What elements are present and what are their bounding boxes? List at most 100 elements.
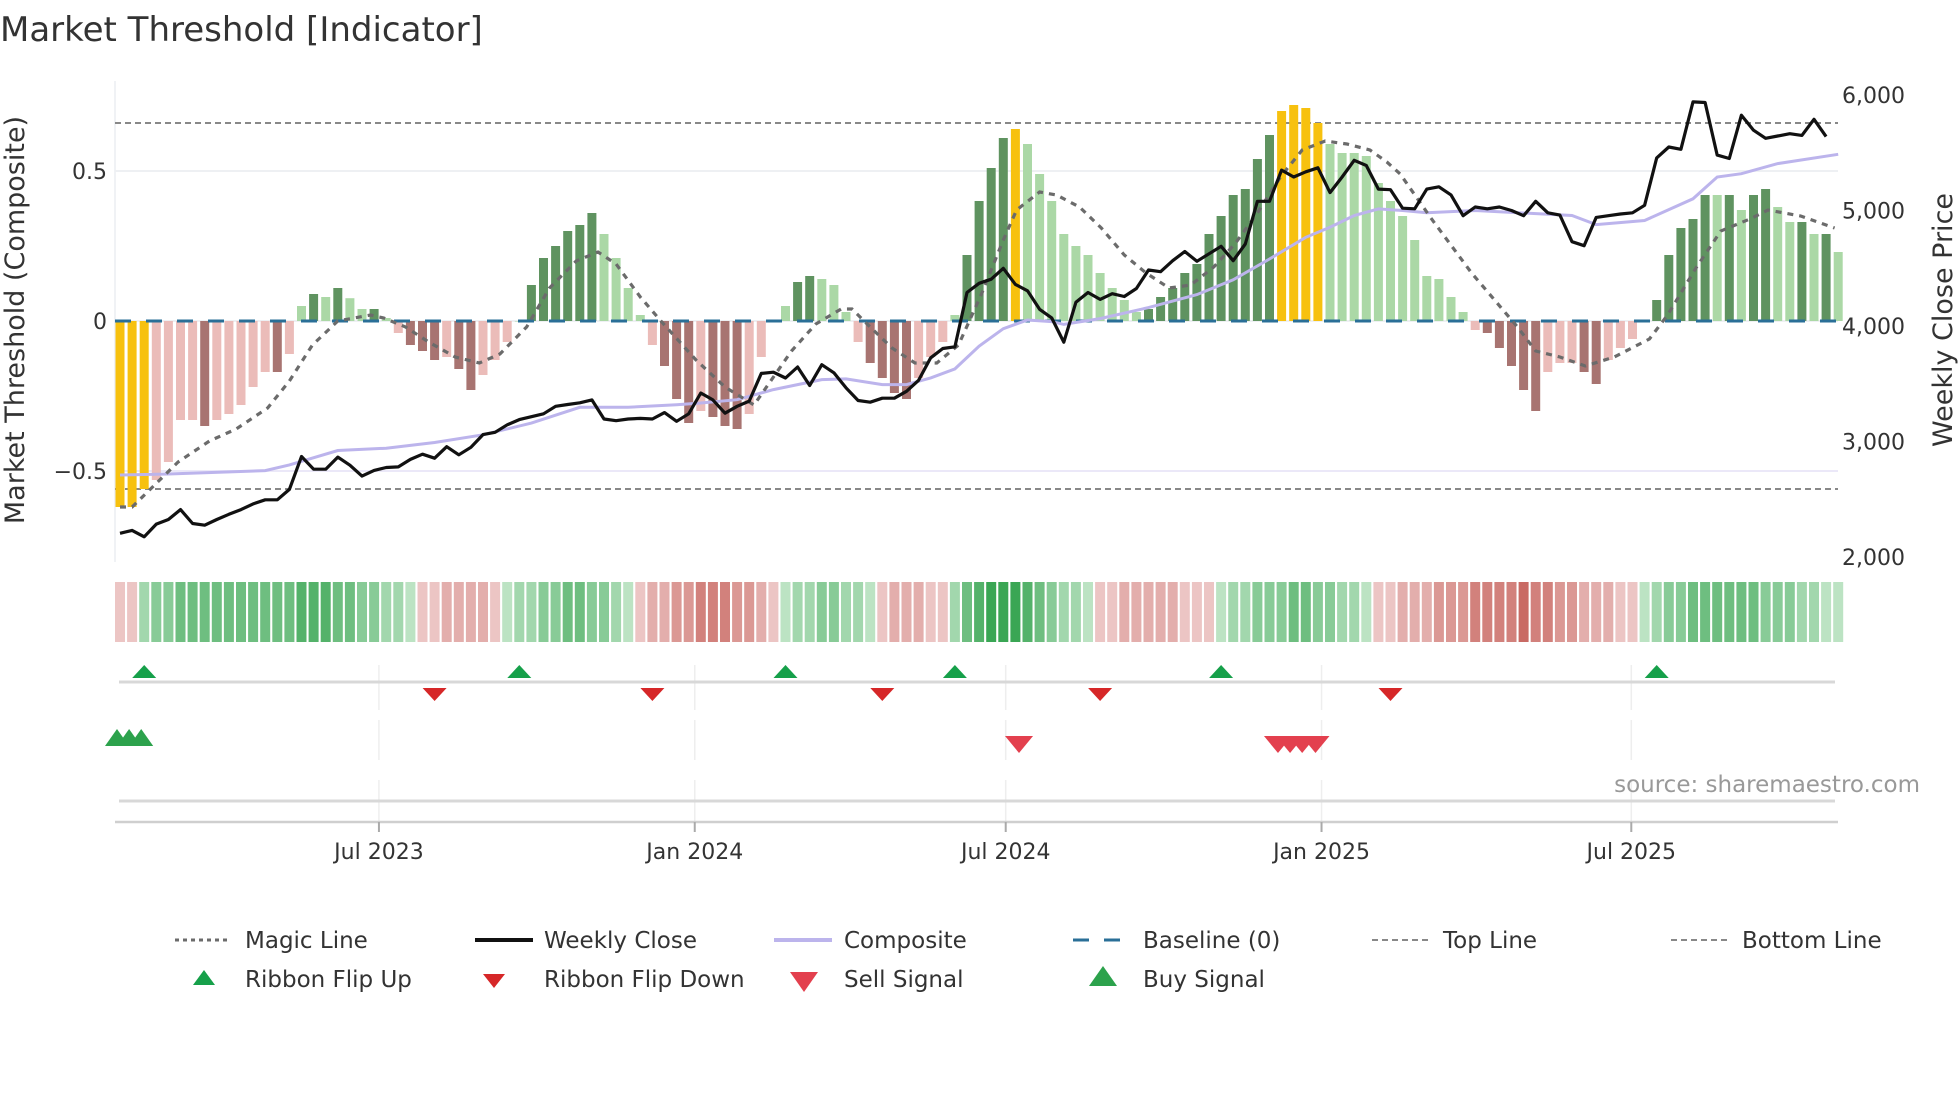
triangle-up-icon xyxy=(1089,966,1117,986)
ribbon-cell xyxy=(417,582,428,642)
composite-bar xyxy=(1337,153,1347,321)
ribbon-cell xyxy=(720,582,730,642)
composite-bar xyxy=(1156,297,1166,321)
composite-bar xyxy=(1749,195,1758,321)
ribbon-cell xyxy=(901,582,912,642)
composite-bar xyxy=(1543,321,1553,372)
ribbon-cell xyxy=(284,582,295,642)
composite-bar xyxy=(1023,144,1032,321)
right-tick-label: 3,000 xyxy=(1842,431,1905,456)
ribbon-cell xyxy=(405,582,416,642)
legend-label: Composite xyxy=(844,928,967,954)
ribbon-cell xyxy=(1772,582,1783,642)
composite-bar xyxy=(1410,240,1420,321)
composite-bar xyxy=(357,309,367,321)
legend-item-composite: Composite xyxy=(774,928,967,954)
ribbon-cell xyxy=(272,582,283,642)
composite-bar xyxy=(490,321,500,360)
ribbon-cell xyxy=(1796,582,1807,642)
ribbon-cell xyxy=(223,582,234,642)
composite-bar xyxy=(781,306,790,321)
composite-bar xyxy=(1579,321,1589,372)
ribbon-cell xyxy=(308,582,319,642)
composite-bar xyxy=(272,321,282,372)
legend-item-magic-line: Magic Line xyxy=(175,928,368,954)
legend-label: Baseline (0) xyxy=(1143,928,1280,954)
ribbon-cell xyxy=(1724,582,1735,642)
composite-bar xyxy=(877,321,887,378)
ribbon-cell xyxy=(1264,582,1275,642)
composite-bar xyxy=(1349,153,1359,321)
left-tick-label: −0.5 xyxy=(54,460,107,485)
ribbon-cell xyxy=(526,582,537,642)
right-tick-label: 4,000 xyxy=(1842,315,1905,340)
composite-bar xyxy=(1301,108,1311,321)
composite-bar xyxy=(1313,123,1323,321)
composite-bar xyxy=(176,321,185,420)
ribbon-cell xyxy=(1784,582,1795,642)
composite-bar xyxy=(998,138,1008,321)
composite-bar xyxy=(442,321,452,357)
ribbon-cell xyxy=(1046,582,1057,642)
composite-bar xyxy=(1761,189,1771,321)
ribbon-cell xyxy=(1615,582,1626,642)
x-tick-label: Jul 2025 xyxy=(1585,840,1677,865)
ribbon-cell xyxy=(538,582,549,642)
ribbon-cell xyxy=(139,582,150,642)
ribbon-cell xyxy=(550,582,561,642)
ribbon-cell xyxy=(1603,582,1614,642)
composite-bar xyxy=(539,258,548,321)
ribbon-cell xyxy=(1325,582,1335,642)
ribbon-cell xyxy=(1409,582,1420,642)
ribbon-cell xyxy=(344,582,355,642)
composite-bar xyxy=(224,321,234,414)
legend-item-sell-signal: Sell Signal xyxy=(790,967,964,993)
legend-item-ribbon-flip-up: Ribbon Flip Up xyxy=(193,967,412,993)
legend-label: Sell Signal xyxy=(844,967,964,993)
composite-bar xyxy=(889,321,899,393)
legend-label: Weekly Close xyxy=(544,928,697,954)
composite-bar xyxy=(1519,321,1529,390)
legend-label: Bottom Line xyxy=(1742,928,1882,954)
ribbon-cell xyxy=(1663,582,1674,642)
composite-bar xyxy=(1010,129,1020,321)
composite-bar xyxy=(1035,174,1045,321)
ribbon-cell xyxy=(211,582,222,642)
composite-bar xyxy=(1833,252,1843,321)
ribbon-cell xyxy=(514,582,525,642)
composite-bar xyxy=(297,306,306,321)
composite-bar xyxy=(1736,210,1746,321)
ribbon-cell xyxy=(1312,582,1323,642)
ribbon-cell xyxy=(1591,582,1602,642)
ribbon-cell xyxy=(1675,582,1686,642)
ribbon-cell xyxy=(623,582,634,642)
composite-bar xyxy=(1386,201,1395,321)
composite-bar xyxy=(708,321,718,417)
composite-line xyxy=(119,152,1839,477)
composite-bar xyxy=(1252,159,1262,321)
composite-bar xyxy=(926,321,936,357)
composite-bar xyxy=(829,285,839,321)
composite-bar xyxy=(551,246,561,321)
ribbon-cell xyxy=(635,582,646,642)
composite-bar xyxy=(817,279,827,321)
composite-bar xyxy=(1398,216,1408,321)
ribbon-flip-down-marker xyxy=(1088,688,1113,701)
ribbon-cell xyxy=(357,582,367,642)
x-tick-label: Jan 2025 xyxy=(1271,840,1370,865)
composite-bar xyxy=(1373,183,1383,321)
composite-bar xyxy=(684,321,694,423)
ribbon-cell xyxy=(187,582,198,642)
ribbon-cell xyxy=(768,582,779,642)
weekly-close-line xyxy=(119,100,1828,539)
ribbon-flip-up-marker xyxy=(773,665,798,678)
composite-bar xyxy=(309,294,319,321)
ribbon-cell xyxy=(841,582,851,642)
composite-bar xyxy=(1773,207,1783,321)
composite-bar xyxy=(321,297,331,321)
ribbon-cell xyxy=(853,582,864,642)
ribbon-cell xyxy=(599,582,609,642)
composite-bar xyxy=(962,255,972,321)
ribbon-cell xyxy=(175,582,186,642)
